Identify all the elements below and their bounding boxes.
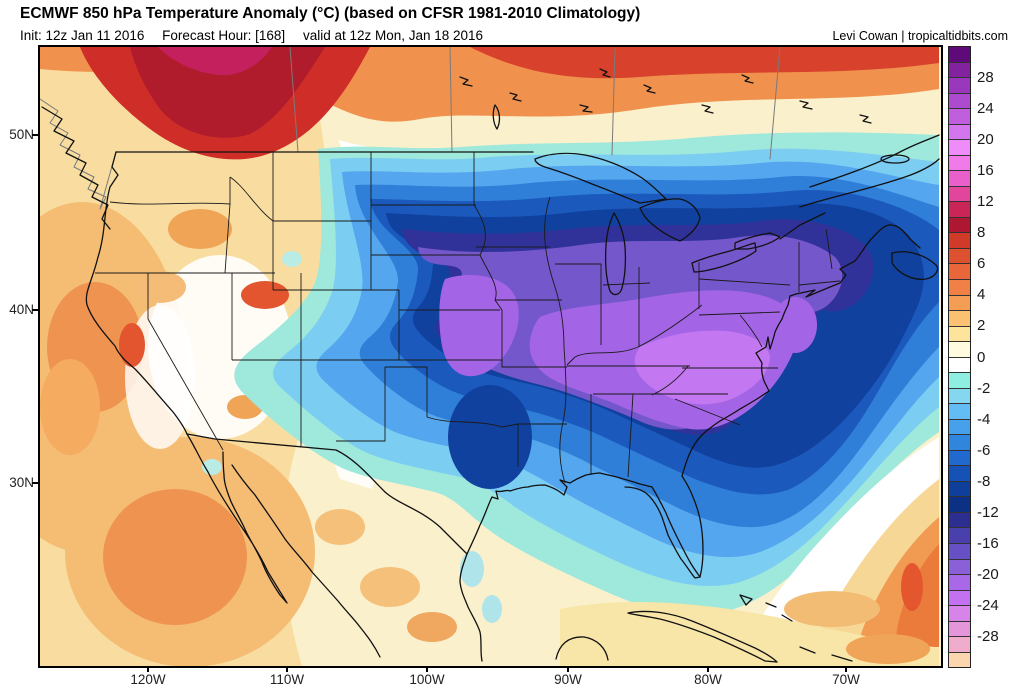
colorbar-cell (949, 170, 970, 186)
colorbar-cell (949, 496, 970, 512)
colorbar-cell (949, 449, 970, 466)
run-info-line: Init: 12z Jan 11 2016 Forecast Hour: [16… (20, 28, 497, 43)
cold-field (234, 132, 939, 616)
colorbar-tick-label: 24 (977, 99, 994, 117)
colorbar-cell (949, 185, 970, 202)
colorbar-cell (949, 61, 970, 78)
colorbar-cell (949, 216, 970, 233)
colorbar-cell (949, 325, 970, 342)
colorbar-tick-label: -4 (977, 410, 991, 428)
anomaly-map-panel (38, 45, 943, 668)
colorbar-cell (949, 651, 970, 668)
lat-tick-label: 30N (9, 475, 34, 490)
colorbar-cell (949, 589, 970, 606)
colorbar-cell (949, 605, 970, 621)
colorbar-tick-label: -12 (977, 504, 999, 521)
colorbar-tick-label: 28 (977, 68, 994, 86)
colorbar-cell (949, 418, 970, 435)
lon-tick-mark (147, 667, 149, 672)
colorbar-tick-label: -8 (977, 472, 991, 490)
colorbar-tick-label: -28 (977, 628, 999, 646)
lon-tick-label: 90W (554, 672, 582, 687)
colorbar-cell (949, 341, 970, 357)
colorbar-cell (949, 480, 970, 497)
colorbar-cell (949, 387, 970, 404)
colorbar-cell (949, 356, 970, 373)
colorbar-tick-label: 12 (977, 193, 994, 210)
colorbar-tick-label: 20 (977, 130, 994, 148)
colorbar (948, 46, 971, 668)
anomaly-map-svg (40, 47, 941, 666)
colorbar-cell (949, 636, 970, 652)
colorbar-cell (949, 263, 970, 279)
colorbar-cell (949, 372, 970, 388)
lat-tick-label: 50N (9, 127, 34, 142)
lon-tick-mark (426, 667, 428, 672)
colorbar-cell (949, 465, 970, 481)
colorbar-cell (949, 294, 970, 311)
southeast-warm-field (315, 437, 939, 666)
colorbar-tick-label: 2 (977, 317, 986, 335)
colorbar-cell (949, 154, 970, 171)
lon-tick-mark (567, 667, 569, 672)
lat-tick-mark (32, 309, 38, 311)
colorbar-cell (949, 201, 970, 217)
colorbar-tick-label: -6 (977, 441, 991, 459)
colorbar-cell (949, 139, 970, 155)
init-text: Init: 12z Jan 11 2016 (20, 28, 145, 43)
state-borders (95, 152, 841, 484)
colorbar-cell (949, 123, 970, 140)
colorbar-cell (949, 247, 970, 264)
lon-tick-label: 70W (832, 672, 860, 687)
valid-text: valid at 12z Mon, Jan 18 2016 (302, 28, 484, 43)
colorbar-cell (949, 543, 970, 559)
lon-tick-mark (707, 667, 709, 672)
colorbar-cell (949, 558, 970, 575)
colorbar-cell (949, 278, 970, 295)
lat-tick-mark (32, 482, 38, 484)
credit-text: Levi Cowan | tropicaltidbits.com (832, 29, 1008, 43)
lon-tick-mark (845, 667, 847, 672)
lon-tick-label: 120W (130, 672, 166, 687)
colorbar-cell (949, 620, 970, 637)
colorbar-cell (949, 92, 970, 109)
colorbar-cell (949, 527, 970, 543)
forecast-hour-text: Forecast Hour: [168] (162, 28, 286, 43)
colorbar-tick-label: 0 (977, 348, 986, 366)
colorbar-cell (949, 77, 970, 93)
colorbar-tick-label: -20 (977, 566, 999, 584)
colorbar-cell (949, 232, 970, 248)
colorbar-cell (949, 108, 970, 124)
colorbar-cell (949, 403, 970, 419)
colorbar-cell (949, 511, 970, 528)
colorbar-tick-label: 4 (977, 286, 986, 304)
colorbar-cell (949, 310, 970, 326)
colorbar-tick-label: -2 (977, 379, 991, 397)
lon-tick-label: 110W (269, 672, 305, 687)
colorbar-tick-label: -16 (977, 535, 999, 553)
colorbar-tick-label: -24 (977, 597, 999, 615)
colorbar-tick-label: 6 (977, 255, 986, 273)
colorbar-tick-label: 16 (977, 161, 994, 179)
colorbar-tick-label: 8 (977, 224, 986, 242)
colorbar-cell (949, 574, 970, 590)
lon-tick-label: 80W (694, 672, 722, 687)
colorbar-cell (949, 434, 970, 450)
lon-tick-label: 100W (409, 672, 445, 687)
lon-tick-mark (286, 667, 288, 672)
lat-tick-label: 40N (9, 302, 34, 317)
lat-tick-mark (32, 134, 38, 136)
colorbar-labels: 28 24 20 16 12 8 6 4 2 0 -2 -4 -6 -8 -12 -16 -20 -24 -28 (977, 46, 1023, 668)
geography-lines (40, 47, 940, 663)
page-title: ECMWF 850 hPa Temperature Anomaly (°C) (… (20, 5, 641, 22)
colorbar-cell (949, 47, 970, 62)
